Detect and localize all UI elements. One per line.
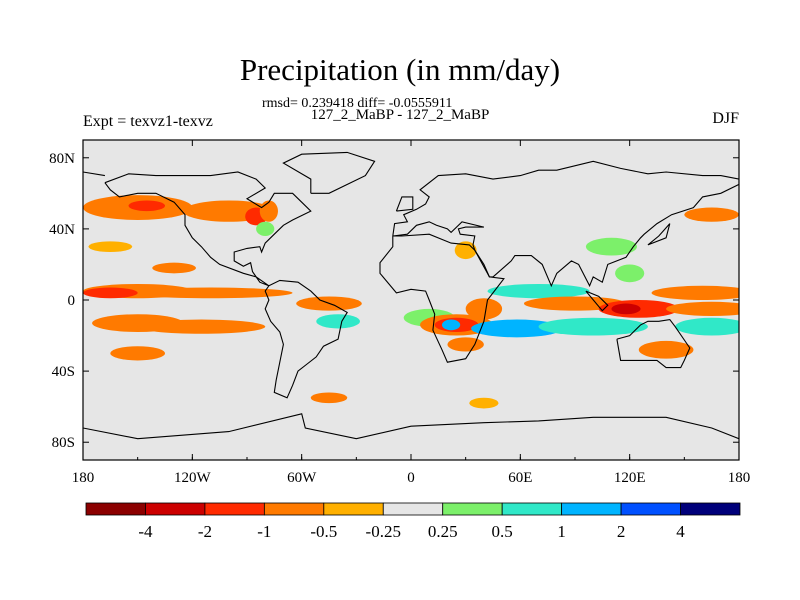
anomaly-region bbox=[152, 262, 196, 274]
colorbar-label: 2 bbox=[617, 522, 626, 541]
anomaly-region bbox=[137, 319, 266, 334]
colorbar-swatch bbox=[145, 502, 206, 516]
y-tick-label: 80N bbox=[49, 151, 75, 167]
colorbar-swatch bbox=[263, 502, 325, 516]
coastline bbox=[83, 413, 739, 440]
coastline bbox=[392, 160, 739, 288]
anomaly-region bbox=[585, 237, 637, 256]
colorbar-swatch bbox=[680, 502, 741, 516]
stats-line: rmsd= 0.239418 diff= -0.0555911 bbox=[262, 96, 453, 111]
colorbar-swatch bbox=[85, 502, 146, 516]
coastline bbox=[104, 171, 348, 399]
anomaly-region bbox=[447, 337, 484, 352]
coastline bbox=[585, 290, 609, 312]
anomaly-region bbox=[471, 319, 563, 338]
anomaly-region bbox=[465, 298, 503, 320]
colorbar-swatch bbox=[323, 502, 384, 516]
x-tick-label: 60W bbox=[287, 470, 317, 486]
y-tick-label: 40S bbox=[52, 364, 75, 380]
anomaly-region bbox=[469, 397, 499, 409]
anomaly-region bbox=[256, 221, 275, 236]
anomaly-region bbox=[487, 284, 590, 299]
colorbar-swatch bbox=[620, 502, 681, 516]
colorbar-label: -2 bbox=[198, 522, 212, 541]
colorbar-label: -1 bbox=[257, 522, 271, 541]
map-layer: 180 120W 60W 0 60E 120E 180 80N 40N 0 40S 80S bbox=[49, 139, 751, 486]
colorbar-swatch bbox=[561, 502, 622, 516]
anomaly-region bbox=[83, 287, 138, 299]
colorbar-label: 0.5 bbox=[492, 522, 513, 541]
anomaly-region bbox=[666, 301, 739, 316]
y-tick-label: 80S bbox=[52, 435, 75, 451]
experiment-label: Expt = texvz1-texvz bbox=[83, 113, 213, 130]
colorbar-swatch bbox=[382, 502, 444, 516]
colorbar-swatch bbox=[501, 502, 563, 516]
coastline bbox=[616, 319, 691, 369]
anomaly-region bbox=[638, 340, 694, 359]
coastline bbox=[395, 196, 414, 212]
x-tick-label: 120E bbox=[614, 470, 646, 486]
coastline bbox=[83, 171, 105, 177]
x-tick-label: 60E bbox=[508, 470, 532, 486]
anomaly-region bbox=[538, 317, 648, 336]
anomaly-region bbox=[454, 241, 477, 260]
y-tick-label: 0 bbox=[68, 293, 76, 309]
anomaly-region bbox=[441, 319, 461, 331]
colorbar-label: -4 bbox=[138, 522, 153, 541]
colorbar-label: 0.25 bbox=[428, 522, 458, 541]
y-tick-label: 40N bbox=[49, 222, 75, 238]
colorbar: -4 -2 -1 -0.5 -0.25 0.25 0.5 1 2 4 bbox=[85, 502, 741, 541]
anomaly-region bbox=[684, 207, 739, 222]
x-tick-label: 180 bbox=[728, 470, 751, 486]
anomaly-region bbox=[110, 346, 165, 361]
anomaly-region bbox=[615, 264, 645, 283]
chart-title: Precipitation (in mm/day) bbox=[239, 52, 561, 87]
anomaly-region bbox=[128, 287, 293, 299]
coastline bbox=[282, 151, 376, 194]
coastline bbox=[379, 233, 505, 363]
anomaly-region bbox=[651, 285, 739, 300]
anomaly-region bbox=[611, 303, 641, 315]
x-tick-label: 120W bbox=[174, 470, 212, 486]
colorbar-label: -0.5 bbox=[310, 522, 337, 541]
colorbar-label: 4 bbox=[676, 522, 685, 541]
colorbar-swatch bbox=[442, 502, 503, 516]
plot-background bbox=[83, 140, 739, 460]
colorbar-label: -0.25 bbox=[366, 522, 401, 541]
anomaly-region bbox=[128, 200, 165, 212]
coastline bbox=[647, 223, 671, 246]
colorbar-swatch bbox=[204, 502, 265, 516]
cases-line: 127_2_MaBP - 127_2_MaBP bbox=[310, 107, 490, 123]
x-tick-label: 180 bbox=[72, 470, 95, 486]
season-label: DJF bbox=[712, 110, 739, 127]
anomaly-field bbox=[83, 195, 739, 409]
anomaly-region bbox=[259, 200, 278, 222]
coastlines bbox=[83, 151, 739, 440]
anomaly-region bbox=[675, 317, 739, 336]
x-tick-label: 0 bbox=[407, 470, 415, 486]
anomaly-region bbox=[316, 314, 360, 329]
anomaly-region bbox=[310, 392, 348, 404]
colorbar-label: 1 bbox=[557, 522, 566, 541]
anomaly-region bbox=[88, 241, 133, 253]
